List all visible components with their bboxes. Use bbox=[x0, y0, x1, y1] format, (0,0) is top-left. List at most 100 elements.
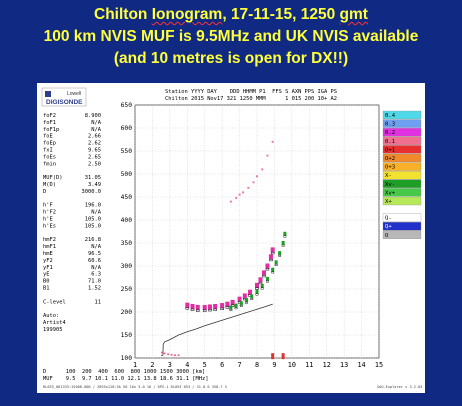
legend-swatch bbox=[382, 145, 422, 154]
legend-swatch bbox=[382, 230, 422, 239]
y-tick-label: 350 bbox=[121, 240, 133, 247]
param-value: 216.8 bbox=[85, 237, 101, 243]
title-line-2: 100 km NVIS MUF is 9.5MHz and UK NVIS av… bbox=[43, 28, 419, 45]
x-tick-label: 10 bbox=[288, 361, 296, 369]
param-name: h'F bbox=[43, 203, 53, 209]
x-axis-ticks: 1 2 3 4 5 6 7 8 9 10 11 12 13 14 15 bbox=[133, 361, 383, 369]
o-trace-point bbox=[190, 303, 195, 309]
y-tick-label: 100 bbox=[121, 355, 133, 362]
param-value: N/A bbox=[91, 120, 101, 126]
param-name: foF1 bbox=[43, 120, 56, 126]
x-trace-box bbox=[281, 244, 285, 247]
o-trace-point bbox=[265, 263, 270, 269]
param-value: 105.0 bbox=[85, 223, 101, 229]
o-trace-box bbox=[195, 309, 200, 312]
title-text-ionogram: Ionogram bbox=[151, 6, 223, 23]
x-tick-label: 14 bbox=[357, 361, 365, 369]
param-name: yF1 bbox=[43, 265, 53, 271]
multihop-o-point bbox=[261, 168, 264, 171]
multihop-o-point bbox=[266, 154, 269, 157]
y-axis-ticks: 100 150 200 250 300 350 400 450 500 550 600 650 bbox=[121, 102, 133, 362]
o-trace-point bbox=[220, 303, 225, 309]
title-line-3: (and 10 metres is open for DX!!) bbox=[113, 50, 349, 67]
param-value: 2.62 bbox=[88, 141, 101, 147]
o-trace-point bbox=[242, 293, 247, 299]
legend-label: 0.4 bbox=[385, 113, 396, 119]
echo-traces bbox=[161, 140, 287, 360]
legend-label: 0.3 bbox=[385, 122, 395, 128]
station-header-row1: Station YYYY DAY DDD HHMM P1 FFS S AXN P… bbox=[165, 89, 337, 95]
param-name: hmF2 bbox=[43, 237, 56, 243]
x-trace-point bbox=[281, 241, 285, 245]
x-trace-point bbox=[250, 294, 254, 299]
x-tick-label: 12 bbox=[323, 361, 331, 369]
x-tick-label: 7 bbox=[238, 361, 242, 369]
legend-label: X- bbox=[385, 173, 392, 179]
param-value: 1.52 bbox=[88, 286, 101, 292]
y-tick-label: 150 bbox=[121, 332, 133, 339]
param-name: h'F2 bbox=[43, 210, 56, 216]
param-value: 2.50 bbox=[88, 161, 101, 167]
y-tick-label: 500 bbox=[121, 171, 133, 178]
x-trace-box bbox=[283, 235, 287, 238]
param-name: C-level bbox=[43, 299, 66, 305]
title-text: Chilton bbox=[94, 6, 152, 23]
x-trace-box bbox=[239, 305, 243, 307]
o-trace-point bbox=[237, 296, 242, 302]
o-trace-box bbox=[220, 307, 224, 310]
legend-label: Xv- bbox=[385, 182, 395, 188]
y-tick-label: 400 bbox=[121, 217, 133, 224]
o-trace-point bbox=[268, 254, 273, 260]
param-name: yF2 bbox=[43, 258, 53, 264]
x-trace-point bbox=[278, 251, 282, 256]
y-tick-label: 200 bbox=[121, 309, 133, 316]
o-trace-box bbox=[269, 259, 273, 262]
legend-swatch bbox=[382, 213, 422, 222]
x-trace-point bbox=[283, 231, 287, 236]
o-trace-box bbox=[262, 275, 266, 278]
param-value: 8.900 bbox=[85, 113, 101, 119]
o-trace-box bbox=[270, 252, 275, 255]
legend-swatch bbox=[382, 119, 422, 128]
param-value: 60.6 bbox=[88, 258, 101, 264]
o-trace-point bbox=[258, 277, 263, 283]
x-trace-point bbox=[265, 276, 269, 281]
param-name: fmin bbox=[43, 161, 56, 167]
param-name: B0 bbox=[43, 279, 50, 285]
param-value: N/A bbox=[91, 127, 101, 133]
logo-top-text: Lowell bbox=[67, 91, 81, 97]
param-value: N/A bbox=[91, 244, 101, 250]
lowell-digisonde-logo: Lowell DIGISONDE bbox=[41, 87, 87, 107]
x-trace-box bbox=[271, 271, 275, 274]
x-tick-label: 8 bbox=[255, 361, 259, 369]
legend-swatch bbox=[382, 179, 422, 188]
param-name: B1 bbox=[43, 286, 50, 292]
param-name: foF2 bbox=[43, 113, 56, 119]
title-text-gmt: gmt bbox=[339, 6, 368, 23]
legend-label: O+2 bbox=[385, 156, 395, 162]
amplitude-legend: 0.4 0.3 0.2 0.1 O+1 O+2 O+3 X- Xv- Xv+ X+ Q- Q+ O bbox=[382, 110, 422, 239]
o-trace-point bbox=[185, 302, 190, 308]
x-trace-point bbox=[239, 301, 243, 306]
legend-label: 0.2 bbox=[385, 130, 395, 136]
o-trace-box bbox=[208, 309, 212, 312]
o-trace-point bbox=[230, 299, 235, 305]
es-trace-point bbox=[170, 353, 173, 356]
param-name: h'Es bbox=[43, 223, 56, 229]
multihop-o-point bbox=[235, 196, 238, 199]
legend-swatch bbox=[382, 171, 422, 180]
param-name: foF1p bbox=[43, 127, 59, 133]
multihop-o-point bbox=[256, 175, 258, 178]
o-trace-box bbox=[265, 268, 270, 271]
param-name: yE bbox=[43, 272, 50, 278]
x-trace-box bbox=[234, 307, 238, 310]
legend-swatch bbox=[382, 188, 422, 197]
y-tick-label: 650 bbox=[121, 102, 133, 109]
o-trace-box bbox=[225, 306, 230, 309]
param-name: h'E bbox=[43, 217, 53, 223]
x-tick-label: 13 bbox=[340, 361, 348, 369]
param-value: 3000.0 bbox=[82, 189, 101, 195]
muf-marker bbox=[281, 353, 285, 360]
gridlines bbox=[134, 104, 380, 359]
